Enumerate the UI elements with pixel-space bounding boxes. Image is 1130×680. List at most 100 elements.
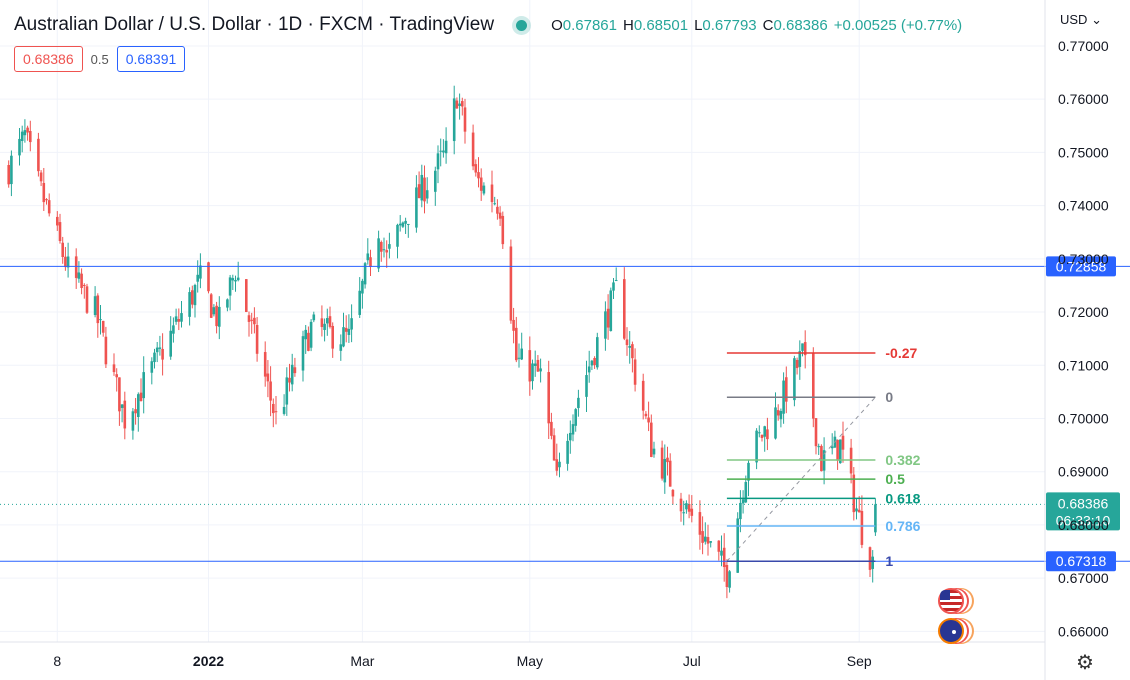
candle-down <box>536 359 540 372</box>
candle-up <box>342 327 345 347</box>
spread-value: 0.5 <box>90 51 109 67</box>
candle-down <box>490 184 494 203</box>
y-tick-label: 0.72000 <box>1058 304 1109 320</box>
candle-up <box>363 263 367 285</box>
candle-down <box>344 327 348 332</box>
candle-down <box>250 319 253 321</box>
open-value: 0.67861 <box>562 16 617 34</box>
candle-up <box>482 185 486 194</box>
buy-button[interactable]: 0.68391 <box>116 46 186 72</box>
candle-down <box>785 377 788 402</box>
candle-down <box>644 413 648 417</box>
candle-up <box>747 462 750 481</box>
candle-up <box>533 363 537 366</box>
candle-down <box>56 216 59 226</box>
candle-up <box>99 319 102 321</box>
candle-down <box>474 164 478 173</box>
candle-down <box>380 241 383 252</box>
x-tick-label: Sep <box>847 653 872 669</box>
candle-down <box>293 367 297 374</box>
candle-up <box>377 238 380 269</box>
candle-down <box>455 100 459 109</box>
candle-down <box>671 489 675 497</box>
candle-up <box>218 306 221 327</box>
candle-down <box>272 403 275 414</box>
candle-up <box>755 430 758 463</box>
candle-up <box>682 512 685 514</box>
candle-down <box>255 324 259 354</box>
candle-up <box>779 410 783 420</box>
close-key: C <box>762 16 774 34</box>
candle-down <box>207 262 210 292</box>
gear-icon[interactable]: ⚙ <box>1076 652 1094 674</box>
candle-down <box>701 531 704 543</box>
candle-down <box>706 537 710 544</box>
horizontal-line-label-bg <box>1046 256 1116 277</box>
horizontal-line-label: 0.67318 <box>1056 553 1107 569</box>
candle-down <box>118 377 121 412</box>
candle-up <box>212 307 216 315</box>
candle-up <box>444 140 448 154</box>
candle-down <box>555 459 559 471</box>
candle-down <box>328 316 332 327</box>
candle-down <box>37 138 40 172</box>
candle-down <box>660 447 664 479</box>
candle-down <box>307 332 310 351</box>
currency-menu[interactable]: USD ⌄ <box>1060 12 1102 28</box>
fib-trend-line <box>726 396 876 562</box>
candle-up <box>382 249 386 251</box>
candle-up <box>590 360 594 366</box>
candle-up <box>77 272 81 279</box>
fib-level-label: 1 <box>885 553 893 569</box>
y-tick-label: 0.73000 <box>1058 251 1109 267</box>
candle-up <box>407 223 410 225</box>
candle-down <box>857 509 861 513</box>
candle-up <box>415 187 418 228</box>
candle-down <box>812 352 815 419</box>
candle-up <box>174 316 178 322</box>
candle-up <box>452 98 456 142</box>
candle-up <box>609 290 613 331</box>
candle-up <box>585 375 588 397</box>
fib-level-label: 0.618 <box>885 490 920 506</box>
candle-down <box>641 380 645 411</box>
candle-down <box>74 256 78 278</box>
candle-down <box>477 172 480 179</box>
candle-down <box>463 107 467 132</box>
candle-up <box>193 285 197 306</box>
candle-up <box>304 329 307 340</box>
candle-up <box>155 347 159 353</box>
candle-up <box>855 508 858 512</box>
candle-down <box>423 177 426 202</box>
candle-up <box>493 203 496 205</box>
au-flag-icon[interactable] <box>938 618 964 644</box>
countdown-label: 06:33:10 <box>1056 512 1111 528</box>
candle-down <box>501 215 505 245</box>
candle-down <box>26 127 29 133</box>
candle-up <box>741 499 745 504</box>
candle-up <box>301 336 305 371</box>
fib-level-label: 0.786 <box>885 518 920 534</box>
candle-down <box>633 359 637 385</box>
candle-up <box>801 343 804 351</box>
candle-down <box>860 511 864 545</box>
candle-down <box>64 256 67 268</box>
candle-up <box>396 224 399 247</box>
economic-events[interactable] <box>938 588 964 648</box>
candle-down <box>245 279 248 312</box>
candle-up <box>436 153 440 170</box>
candle-up <box>131 411 135 431</box>
candle-up <box>614 280 618 282</box>
us-flag-icon[interactable] <box>938 588 964 614</box>
candle-down <box>650 422 653 457</box>
candle-down <box>417 184 421 199</box>
candle-down <box>369 257 372 268</box>
candle-down <box>814 418 818 447</box>
candle-up <box>153 352 156 363</box>
y-tick-label: 0.69000 <box>1058 464 1109 480</box>
symbol-title[interactable]: Australian Dollar / U.S. Dollar · 1D · F… <box>14 14 495 35</box>
sell-button[interactable]: 0.68386 <box>14 46 83 72</box>
candle-up <box>358 290 361 315</box>
candle-down <box>852 474 856 513</box>
